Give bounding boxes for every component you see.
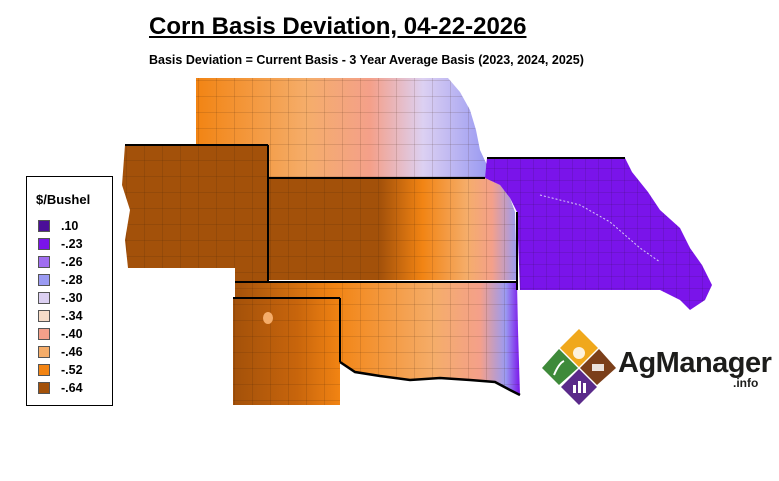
legend-label: -.30 — [61, 291, 83, 305]
legend-swatch — [38, 310, 50, 322]
legend-swatch — [38, 328, 50, 340]
legend-swatch — [38, 364, 50, 376]
legend-label: -.26 — [61, 255, 83, 269]
region-texas-panhandle — [233, 298, 340, 405]
legend-label: .10 — [61, 219, 79, 233]
legend-label: -.40 — [61, 327, 83, 341]
region-oklahoma — [235, 282, 520, 395]
legend-item: -.23 — [38, 237, 108, 252]
legend-label: -.46 — [61, 345, 83, 359]
legend-label: -.34 — [61, 309, 83, 323]
agmanager-logo-icon — [542, 329, 616, 405]
region-missouri — [485, 158, 712, 310]
agmanager-logo: AgManager .info — [540, 327, 772, 409]
map-subtitle: Basis Deviation = Current Basis - 3 Year… — [149, 53, 584, 67]
map-title: Corn Basis Deviation, 04-22-2026 — [149, 13, 527, 40]
legend-item: -.34 — [38, 309, 108, 324]
region-colorado — [122, 145, 268, 282]
legend-item: -.28 — [38, 273, 108, 288]
legend-swatch — [38, 256, 50, 268]
legend-label: -.28 — [61, 273, 83, 287]
legend-label: -.64 — [61, 381, 83, 395]
legend-item: -.40 — [38, 327, 108, 342]
legend-label: -.23 — [61, 237, 83, 251]
legend-swatch — [38, 220, 50, 232]
state-borders — [125, 144, 625, 397]
legend-swatch — [38, 274, 50, 286]
logo-wordmark: AgManager — [618, 347, 772, 379]
region-kansas — [268, 178, 517, 280]
legend-title: $/Bushel — [36, 192, 91, 207]
legend-swatch — [38, 238, 50, 250]
legend-item: -.46 — [38, 345, 108, 360]
legend-item: -.26 — [38, 255, 108, 270]
legend-item: -.52 — [38, 363, 108, 378]
legend: $/Bushel .10 -.23 -.26 -.28 -.30 -.34 -.40 -.46… — [26, 176, 113, 406]
legend-swatch — [38, 346, 50, 358]
legend-item: -.64 — [38, 381, 108, 396]
legend-item: .10 — [38, 219, 108, 234]
legend-item: -.30 — [38, 291, 108, 306]
legend-label: -.52 — [61, 363, 83, 377]
logo-suffix: .info — [733, 376, 759, 390]
legend-swatch — [38, 292, 50, 304]
legend-swatch — [38, 382, 50, 394]
